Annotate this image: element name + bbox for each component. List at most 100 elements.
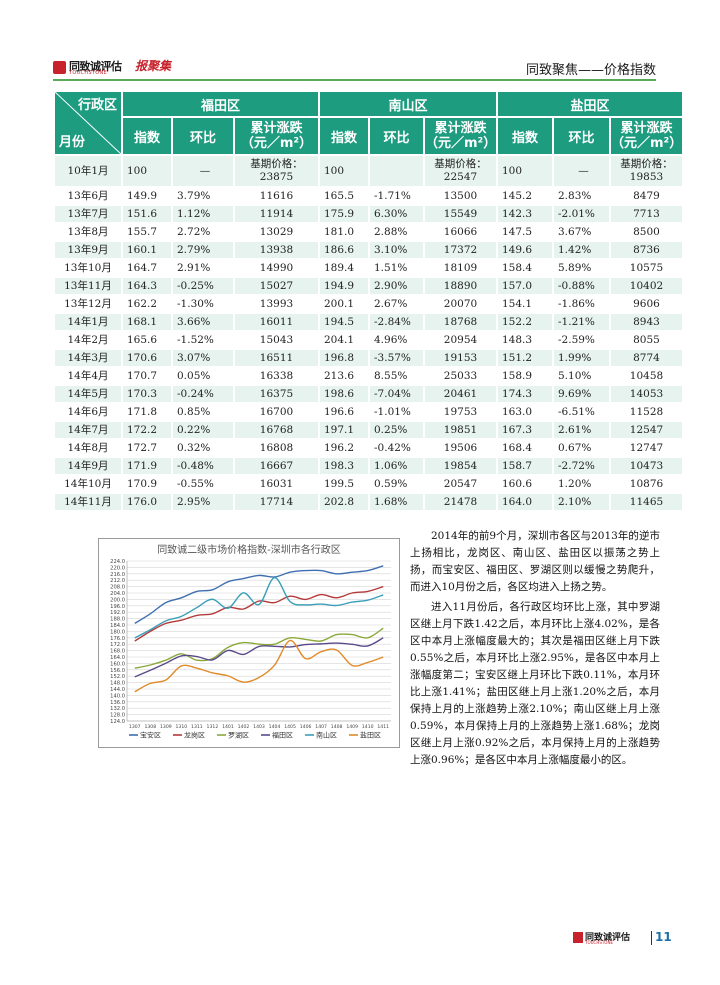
cumulative-header: 累计涨跌 （元／m²） bbox=[425, 118, 496, 154]
x-tick-label: 1402 bbox=[238, 724, 250, 730]
x-tick-label: 1311 bbox=[191, 724, 203, 730]
x-tick-label: 1408 bbox=[331, 724, 343, 730]
month-cell: 13年9月 bbox=[55, 242, 121, 258]
mom-cell: 2.90% bbox=[370, 278, 423, 294]
month-cell: 14年4月 bbox=[55, 368, 121, 384]
x-tick-label: 1406 bbox=[300, 724, 312, 730]
mom-cell: 4.96% bbox=[370, 332, 423, 348]
cumulative-cell: 11616 bbox=[235, 188, 318, 204]
y-tick-label: 224.0 bbox=[110, 559, 125, 565]
cumulative-label: 累计涨跌 bbox=[250, 121, 303, 136]
table-row: 14年8月 172.7 0.32% 16808 196.2 -0.42% 19506 168.… bbox=[55, 440, 682, 456]
district-header: 南山区 bbox=[320, 92, 496, 116]
cumulative-cell: 16700 bbox=[235, 404, 318, 420]
page-footer: 同致诚评估 TOUCHSTONE 11 bbox=[573, 930, 673, 947]
index-cell: 164.7 bbox=[123, 260, 171, 276]
page-number: 11 bbox=[655, 930, 672, 944]
mom-cell: — bbox=[554, 156, 609, 186]
cumulative-cell: 19854 bbox=[425, 458, 496, 474]
cumulative-cell: 17714 bbox=[235, 494, 318, 510]
mom-cell: 1.20% bbox=[554, 476, 609, 492]
mom-cell: 1.68% bbox=[370, 494, 423, 510]
mom-cell: 0.05% bbox=[173, 368, 233, 384]
logo-text: 同致诚评估 bbox=[69, 60, 122, 73]
y-tick-label: 140.0 bbox=[110, 693, 125, 699]
y-tick-label: 168.0 bbox=[110, 649, 125, 655]
index-cell: 165.5 bbox=[320, 188, 368, 204]
index-cell: 152.2 bbox=[498, 314, 552, 330]
table-row: 13年12月 162.2 -1.30% 13993 200.1 2.67% 20070 154… bbox=[55, 296, 682, 312]
mom-cell: 5.10% bbox=[554, 368, 609, 384]
cumulative-cell: 16511 bbox=[235, 350, 318, 366]
mom-cell bbox=[370, 156, 423, 186]
mom-cell: 3.07% bbox=[173, 350, 233, 366]
x-tick-label: 1407 bbox=[315, 724, 327, 730]
month-cell: 13年6月 bbox=[55, 188, 121, 204]
y-tick-label: 144.0 bbox=[110, 687, 125, 693]
mom-cell: -0.55% bbox=[173, 476, 233, 492]
index-cell: 148.3 bbox=[498, 332, 552, 348]
mom-cell: 8.55% bbox=[370, 368, 423, 384]
mom-cell: 2.67% bbox=[370, 296, 423, 312]
company-logo: 同致诚评估 TOUCHSTONE bbox=[53, 59, 165, 77]
index-cell: 172.2 bbox=[123, 422, 171, 438]
x-tick-label: 1401 bbox=[222, 724, 234, 730]
footer-divider bbox=[651, 931, 652, 945]
paragraph: 2014年的前9个月，深圳市各区与2013年的逆市上扬相比，龙岗区、南山区、盐田… bbox=[410, 530, 660, 593]
cumulative-cell: 10473 bbox=[611, 458, 682, 474]
y-tick-label: 196.0 bbox=[110, 604, 125, 610]
y-tick-label: 212.0 bbox=[110, 578, 125, 584]
x-tick-label: 1308 bbox=[144, 724, 156, 730]
mom-cell: 2.95% bbox=[173, 494, 233, 510]
y-tick-label: 128.0 bbox=[110, 713, 125, 719]
index-cell: 194.9 bbox=[320, 278, 368, 294]
index-cell: 170.3 bbox=[123, 386, 171, 402]
index-cell: 176.0 bbox=[123, 494, 171, 510]
y-tick-label: 160.0 bbox=[110, 661, 125, 667]
y-tick-label: 200.0 bbox=[110, 597, 125, 603]
unit-label: （元／m²） bbox=[611, 136, 683, 151]
index-header: 指数 bbox=[498, 118, 552, 154]
chart-title: 同致诚二级市场价格指数-深圳市各行政区 bbox=[157, 543, 341, 556]
index-cell: 151.2 bbox=[498, 350, 552, 366]
cumulative-cell: 16768 bbox=[235, 422, 318, 438]
cumulative-cell: 基期价格： 23875 bbox=[235, 156, 318, 186]
table-row: 13年7月 151.6 1.12% 11914 175.9 6.30% 15549 142.3… bbox=[55, 206, 682, 222]
legend-label: 宝安区 bbox=[140, 731, 161, 740]
mom-header: 环比 bbox=[370, 118, 423, 154]
cumulative-cell: 18768 bbox=[425, 314, 496, 330]
month-cell: 14年1月 bbox=[55, 314, 121, 330]
cumulative-cell: 16808 bbox=[235, 440, 318, 456]
index-cell: 162.2 bbox=[123, 296, 171, 312]
cumulative-cell: 基期价格： 19853 bbox=[611, 156, 682, 186]
cumulative-cell: 20954 bbox=[425, 332, 496, 348]
index-cell: 168.1 bbox=[123, 314, 171, 330]
y-tick-label: 180.0 bbox=[110, 629, 125, 635]
mom-cell: 2.72% bbox=[173, 224, 233, 240]
index-cell: 199.5 bbox=[320, 476, 368, 492]
index-cell: 174.3 bbox=[498, 386, 552, 402]
mom-cell: 0.22% bbox=[173, 422, 233, 438]
cumulative-cell: 15549 bbox=[425, 206, 496, 222]
mom-cell: 2.61% bbox=[554, 422, 609, 438]
legend-label: 盐田区 bbox=[360, 731, 381, 740]
table-row: 13年10月 164.7 2.91% 14990 189.4 1.51% 18109 158.… bbox=[55, 260, 682, 276]
cumulative-header: 累计涨跌 （元／m²） bbox=[235, 118, 318, 154]
mom-cell: — bbox=[173, 156, 233, 186]
index-cell: 196.8 bbox=[320, 350, 368, 366]
mom-cell: 1.06% bbox=[370, 458, 423, 474]
index-cell: 204.1 bbox=[320, 332, 368, 348]
index-cell: 100 bbox=[320, 156, 368, 186]
mom-cell: -2.59% bbox=[554, 332, 609, 348]
logo-mark-icon bbox=[53, 61, 66, 74]
line-chart: 同致诚二级市场价格指数-深圳市各行政区 124.0 128.0 132.0 136.0 1… bbox=[98, 538, 400, 748]
mom-cell: 0.32% bbox=[173, 440, 233, 456]
month-cell: 14年3月 bbox=[55, 350, 121, 366]
cumulative-cell: 13029 bbox=[235, 224, 318, 240]
cumulative-cell: 20547 bbox=[425, 476, 496, 492]
unit-label: （元／m²） bbox=[240, 136, 313, 151]
footer-logo-text: 同致诚评估 bbox=[585, 933, 631, 943]
index-cell: 197.1 bbox=[320, 422, 368, 438]
mom-cell: 2.88% bbox=[370, 224, 423, 240]
index-cell: 160.1 bbox=[123, 242, 171, 258]
